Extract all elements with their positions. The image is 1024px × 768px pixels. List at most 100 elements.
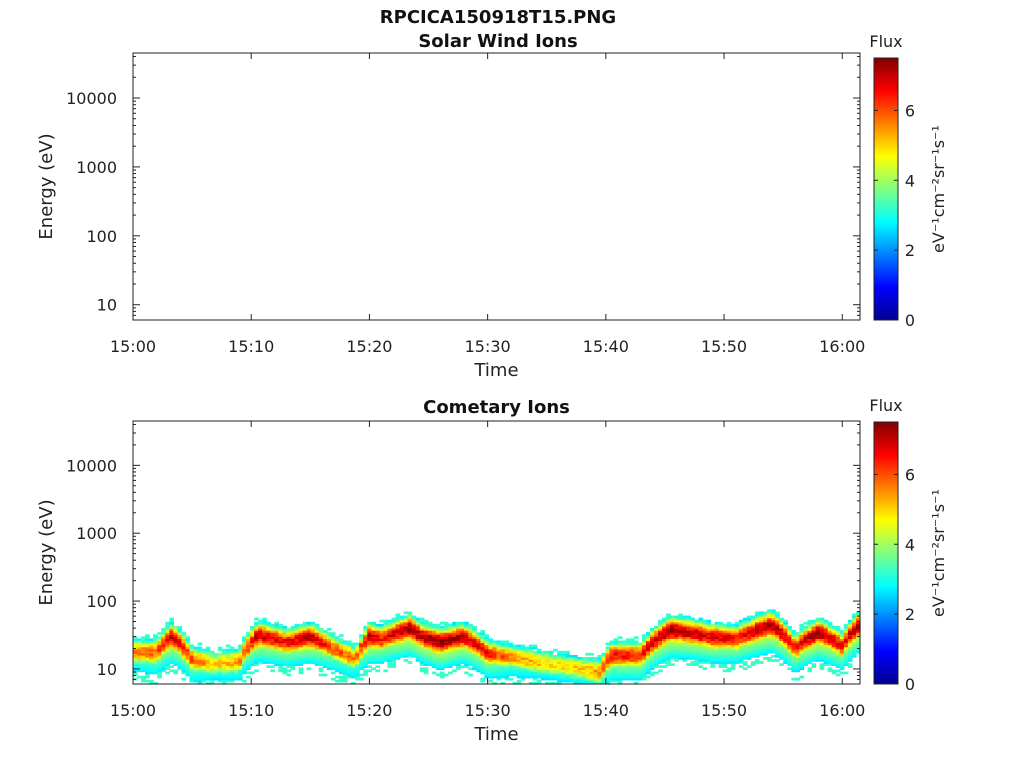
heatmap-cell <box>763 646 768 650</box>
heatmap-cell <box>621 640 627 644</box>
heatmap-cell <box>738 619 744 623</box>
heatmap-cell <box>149 681 154 685</box>
heatmap-cell <box>702 661 708 664</box>
heatmap-cell <box>460 650 465 654</box>
heatmap-cell <box>318 634 324 637</box>
heatmap-cell <box>730 644 736 648</box>
heatmap-cell <box>302 621 308 625</box>
heatmap-cell <box>246 642 251 646</box>
heatmap-cell <box>270 654 275 658</box>
heatmap-cell <box>415 617 421 621</box>
heatmap-cell <box>411 621 417 625</box>
heatmap-cell <box>835 642 841 646</box>
heatmap-cell <box>605 667 611 671</box>
heatmap-cell <box>286 642 292 646</box>
heatmap-cell <box>654 654 659 658</box>
heatmap-cell <box>722 623 728 627</box>
heatmap-cell <box>383 657 389 660</box>
heatmap-cell <box>746 657 752 660</box>
heatmap-cell <box>431 657 437 660</box>
heatmap-cell <box>710 654 716 658</box>
heatmap-cell <box>641 638 647 642</box>
heatmap-cell <box>391 640 397 644</box>
heatmap-cell <box>662 642 667 646</box>
heatmap-cell <box>779 644 784 648</box>
heatmap-cell <box>161 638 166 642</box>
heatmap-cell <box>326 657 332 660</box>
heatmap-cell <box>702 644 708 648</box>
heatmap-cell <box>395 650 401 654</box>
heatmap-cell <box>286 650 292 654</box>
heatmap-cell <box>310 640 316 644</box>
heatmap-cell <box>141 659 146 662</box>
heatmap-cell <box>835 673 841 677</box>
heatmap-cell <box>734 654 740 658</box>
heatmap-cell <box>173 638 179 642</box>
heatmap-cell <box>233 673 239 677</box>
heatmap-cell <box>254 652 259 656</box>
heatmap-cell <box>355 642 360 646</box>
heatmap-cell <box>145 636 150 639</box>
heatmap-cell <box>472 634 477 637</box>
heatmap-cell <box>306 642 312 646</box>
heatmap-cell <box>181 646 187 650</box>
heatmap-cell <box>658 619 663 623</box>
heatmap-cell <box>500 663 506 666</box>
heatmap-cell <box>359 657 364 660</box>
heatmap-cell <box>573 663 578 666</box>
heatmap-cell <box>415 652 421 656</box>
heatmap-cell <box>666 652 671 656</box>
heatmap-cell <box>464 623 469 627</box>
heatmap-cell <box>658 652 663 656</box>
heatmap-cell <box>597 659 603 662</box>
heatmap-cell <box>197 661 203 664</box>
heatmap-cell <box>302 646 308 650</box>
heatmap-cell <box>682 650 687 654</box>
heatmap-cell <box>565 669 570 673</box>
heatmap-cell <box>754 654 760 658</box>
heatmap-cell <box>153 659 158 662</box>
heatmap-cell <box>177 625 183 629</box>
heatmap-cell <box>181 636 187 639</box>
heatmap-cell <box>181 659 187 662</box>
heatmap-cell <box>851 636 857 639</box>
heatmap-cell <box>448 652 453 656</box>
heatmap-cell <box>217 675 223 679</box>
heatmap-cell <box>601 679 607 683</box>
heatmap-cell <box>149 638 154 642</box>
heatmap-cell <box>730 623 736 627</box>
heatmap-cell <box>649 638 655 642</box>
heatmap-cell <box>835 628 841 631</box>
heatmap-cell <box>702 621 708 625</box>
heatmap-cell <box>403 611 409 615</box>
heatmap-cell <box>508 644 514 648</box>
heatmap-cell <box>613 659 619 662</box>
heatmap-cell <box>738 621 744 625</box>
heatmap-cell <box>589 677 595 681</box>
heatmap-cell <box>851 617 857 621</box>
heatmap-cell <box>750 650 756 654</box>
heatmap-cell <box>702 642 708 646</box>
heatmap-cell <box>645 652 651 656</box>
heatmap-cell <box>549 669 554 673</box>
heatmap-cell <box>775 617 780 621</box>
heatmap-cell <box>520 654 526 658</box>
heatmap-cell <box>181 657 187 660</box>
heatmap-cell <box>698 636 704 639</box>
heatmap-cell <box>250 663 255 666</box>
heatmap-cell <box>423 644 429 648</box>
heatmap-cell <box>221 679 227 683</box>
x-tick-label: 16:00 <box>819 337 865 356</box>
heatmap-cell <box>577 669 582 673</box>
heatmap-cell <box>141 669 146 673</box>
heatmap-cell <box>549 667 554 671</box>
heatmap-cell <box>221 652 227 656</box>
heatmap-cell <box>710 665 716 669</box>
heatmap-cell <box>654 634 659 637</box>
heatmap-cell <box>726 630 732 633</box>
heatmap-cell <box>286 673 292 677</box>
heatmap-cell <box>290 636 296 639</box>
heatmap-cell <box>270 644 275 648</box>
heatmap-cell <box>351 659 356 662</box>
heatmap-cell <box>395 630 401 633</box>
